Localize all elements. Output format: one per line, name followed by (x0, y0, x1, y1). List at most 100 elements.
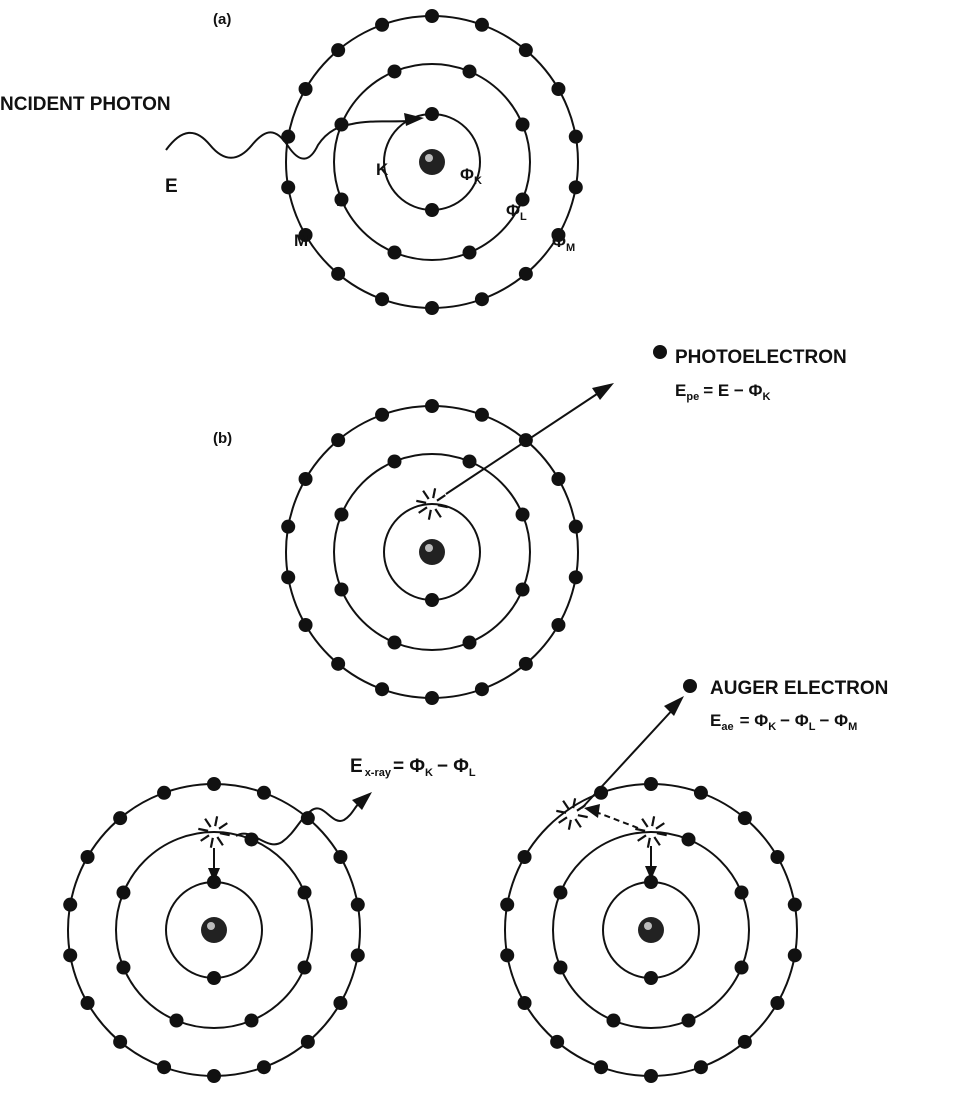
electron-m-shell (298, 472, 313, 486)
vacancy-ray (427, 509, 432, 520)
vacancy-ray (218, 822, 228, 830)
electron-l-shell (244, 1013, 259, 1028)
electron-m-shell (298, 228, 313, 242)
vacancy-ray (200, 834, 210, 842)
vacancy-ray (558, 816, 568, 824)
electron-m-shell (644, 777, 658, 791)
electron-m-shell (207, 1069, 221, 1083)
orbit-l-shell (552, 831, 750, 1029)
electron-m-shell (594, 1060, 609, 1075)
vacancy-ray (646, 837, 651, 848)
photoelectron-label: PHOTOELECTRON (675, 347, 847, 368)
electron-k-shell (425, 593, 439, 607)
vacancy-ray (635, 827, 646, 832)
nucleus (638, 917, 664, 943)
electron-m-shell (113, 811, 128, 826)
electron-m-shell (425, 301, 439, 315)
electron-m-shell (551, 82, 566, 96)
electron-m-shell (518, 266, 533, 281)
electron-l-shell (387, 454, 402, 469)
electron-m-shell (375, 407, 390, 422)
auger-energy-transfer (595, 811, 639, 829)
vacancy-ray (214, 816, 219, 827)
electron-m-shell (350, 948, 365, 963)
electron-k-shell (207, 971, 221, 985)
electron-m-shell (331, 433, 346, 448)
electron-l-shell (334, 507, 349, 522)
electron-l-shell (515, 582, 530, 597)
electron-m-shell (375, 17, 390, 32)
nucleus (419, 539, 445, 565)
vacancy-ray (655, 822, 665, 830)
electron-m-shell (331, 656, 346, 671)
electron-l-shell (334, 582, 349, 597)
electron-m-shell (518, 656, 533, 671)
electron-l-shell (169, 1013, 184, 1028)
electron-m-shell (375, 682, 390, 697)
vacancy-ray (562, 800, 570, 810)
electron-m-shell (300, 1034, 315, 1049)
nucleus-highlight (425, 544, 433, 552)
nucleus-highlight (207, 922, 215, 930)
electron-l-shell (515, 192, 530, 207)
electron-l-shell (606, 1013, 621, 1028)
xray-photon-arrowhead (352, 792, 372, 810)
shell-k-label: K (376, 160, 389, 179)
nucleus (419, 149, 445, 175)
electron-l-shell (515, 117, 530, 132)
vacancy-ray (656, 832, 667, 837)
auger-energy-equation: Eae = ΦK − ΦL − ΦM (710, 711, 857, 733)
phi-l-label: ΦL (506, 201, 527, 223)
auger-transfer-arrowhead (584, 804, 600, 818)
panel-b-label: (b) (213, 430, 232, 447)
vacancy-ray (434, 508, 442, 518)
electron-m-shell (63, 897, 78, 912)
electron-m-shell (425, 399, 439, 413)
electron-m-shell (333, 850, 348, 864)
electron-k-shell (425, 107, 439, 121)
electron-k-shell (644, 971, 658, 985)
auger-electron-arrowhead (664, 696, 684, 716)
vacancy-ray (418, 506, 428, 514)
electron-l-shell (515, 507, 530, 522)
electron-m-shell (80, 996, 95, 1010)
electron-l-shell (734, 960, 749, 975)
electron-m-shell (281, 129, 296, 144)
electron-m-shell (551, 618, 566, 632)
electron-m-shell (568, 570, 583, 585)
electron-m-shell (737, 811, 752, 826)
vacancy-ray (437, 504, 448, 509)
electron-l-shell (297, 885, 312, 900)
electron-l-shell (116, 885, 131, 900)
electron-m-shell (298, 82, 313, 96)
electron-l-shell (462, 635, 477, 650)
panel-a-label: (a) (213, 11, 231, 28)
electron-l-shell (681, 832, 696, 847)
vacancy-ray (209, 837, 214, 848)
auger-electron-label: AUGER ELECTRON (710, 678, 888, 699)
electron-m-shell (594, 785, 609, 800)
vacancy-ray (574, 818, 582, 828)
electron-m-shell (474, 682, 489, 697)
vacancy-ray (651, 816, 656, 827)
orbit-l-shell (115, 831, 313, 1029)
electron-m-shell (256, 1060, 271, 1075)
vacancy-ray (653, 836, 661, 846)
electron-l-shell (462, 454, 477, 469)
electron-m-shell (281, 180, 296, 195)
vacancy-ray (572, 798, 577, 809)
electron-m-shell (693, 785, 708, 800)
atom-panel-a (281, 9, 583, 315)
electron-m-shell (331, 43, 346, 58)
electron-m-shell (113, 1034, 128, 1049)
orbit-l-shell (333, 63, 531, 261)
electron-m-shell (474, 292, 489, 307)
electron-l-shell (462, 64, 477, 79)
electron-m-shell (551, 472, 566, 486)
energy-label: E (165, 176, 178, 197)
electron-m-shell (500, 897, 515, 912)
phi-k-label: ΦK (460, 165, 482, 187)
electron-m-shell (63, 948, 78, 963)
